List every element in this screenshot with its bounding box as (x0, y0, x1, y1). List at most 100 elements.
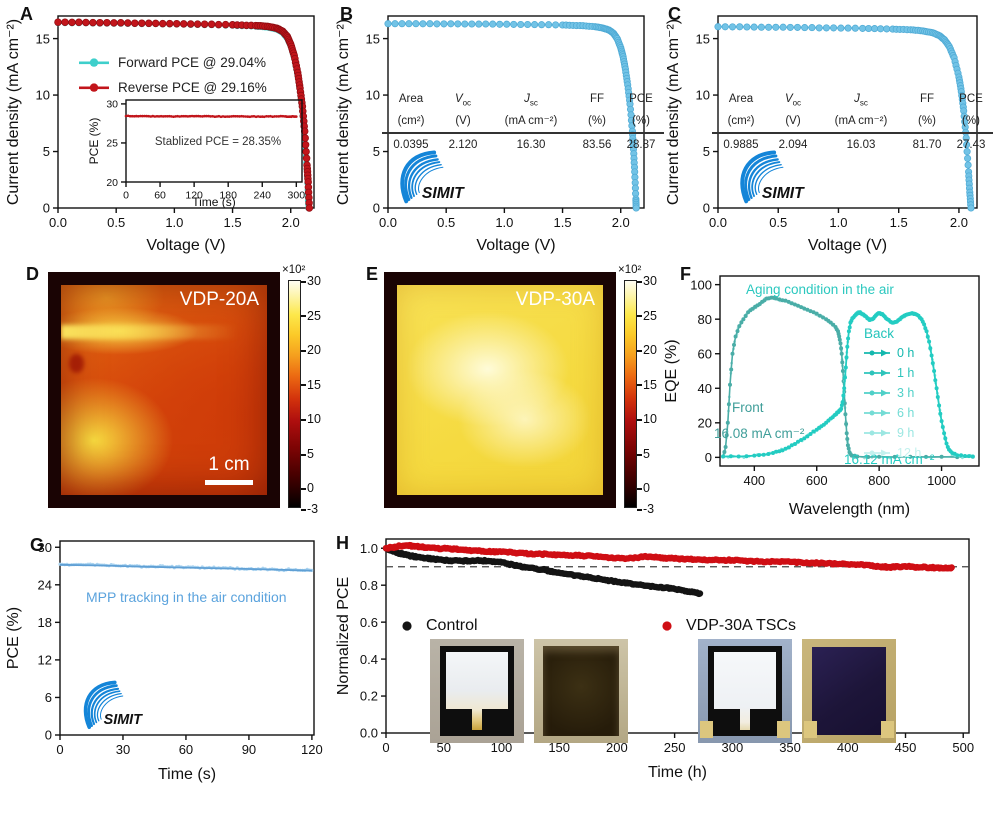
x-tick-label: 60 (154, 190, 166, 202)
jv-small-area-marker (399, 21, 405, 27)
y-tick-label: 20 (106, 177, 118, 189)
jv-large-area-marker (965, 162, 971, 168)
x-tick-label: 600 (806, 473, 828, 488)
eqe-back-marker (945, 442, 949, 446)
y-tick-label: 0 (705, 450, 712, 465)
aging-marker-icon (864, 428, 891, 438)
panel-f: F 400 600 800 1000 0 20 40 60 80 100 Wavelength (n… (658, 262, 993, 520)
y-tick-label: 15 (696, 31, 710, 46)
eqe-back-marker (940, 419, 944, 423)
x-tick-label: 1.0 (495, 215, 513, 230)
jv-large-area-marker (823, 25, 829, 31)
pl-image-vdp20a: VDP-20A 1 cm (48, 272, 280, 508)
eqe-back-marker (942, 431, 946, 435)
eqe-front-marker (840, 360, 844, 364)
eqe-front-marker (844, 422, 848, 426)
legend-label: 3 h (897, 386, 914, 400)
x-tick-label: 1.5 (890, 215, 908, 230)
y-tick-label: 6 (45, 690, 52, 705)
contact-tab (482, 709, 508, 730)
table-units-row: (cm²) (V) (mA cm⁻²) (%) (%) (382, 112, 664, 131)
colorbar-gradient (624, 280, 637, 508)
x-axis-label: Time (s) (158, 766, 216, 783)
legend-item: Reverse PCE @ 29.16% (78, 75, 267, 100)
cell-value: 81.70 (906, 136, 948, 155)
x-tick-label: 450 (895, 740, 917, 755)
col-header: FF (906, 90, 948, 112)
y-tick-label: 0.2 (360, 689, 378, 704)
front-jsc: 16.08 mA cm⁻² (714, 426, 804, 442)
jv-large-area-marker (871, 25, 877, 31)
svg-text:SIMIT: SIMIT (104, 712, 144, 728)
jv-small-area-marker (483, 21, 489, 27)
reverse-marker-icon (78, 81, 110, 94)
eqe-back-marker (959, 453, 963, 457)
scalebar-label: 1 cm (205, 454, 253, 476)
eqe-back-marker (935, 386, 939, 390)
jv-small-area-marker (420, 21, 426, 27)
jv-small-area-marker (448, 21, 454, 27)
corner-contact (777, 721, 790, 738)
reverse-jv-marker (111, 20, 118, 27)
panel-b: B 0.0 0.5 1.0 1.5 2.0 0 5 10 15 Voltage (V) Curren… (332, 0, 658, 258)
colorbar-tick-label: 20 (301, 343, 321, 357)
jv-large-area-marker (830, 25, 836, 31)
eqe-back-marker (936, 395, 940, 399)
y-tick-label: 30 (106, 99, 118, 111)
jv-large-area-marker (780, 24, 786, 30)
eqe-front-marker (736, 329, 740, 333)
colorbar-ticks-d: 30 25 20 15 10 5 0 -3 (301, 280, 331, 508)
reverse-jv-marker (180, 21, 187, 28)
reverse-jv-marker (215, 21, 222, 28)
back-aging-legend: Back 0 h1 h3 h6 h9 h 12 h (864, 326, 921, 463)
reverse-jv-marker (55, 19, 62, 26)
y-tick-label: 0.0 (360, 726, 378, 741)
table-units-row: (cm²) (V) (mA cm⁻²) (%) (%) (712, 112, 993, 131)
x-tick-label: 2.0 (950, 215, 968, 230)
jv-large-area-marker (794, 24, 800, 30)
svg-text:SIMIT: SIMIT (422, 185, 465, 202)
jv-large-area-marker (809, 24, 815, 30)
jv-small-area-marker (511, 21, 517, 27)
panel-f-label: F (680, 264, 691, 285)
vdp30a-stability-marker (949, 564, 955, 570)
stabilized-pce-marker (295, 115, 298, 118)
eqe-back-marker (963, 454, 967, 458)
panel-a: A 0.0 0.5 1.0 1.5 2.0 0 5 10 15 Voltage (V) Curren… (2, 0, 328, 258)
colorbar-tick-label: 15 (637, 378, 657, 392)
vdp-fresh-photo (698, 639, 792, 743)
x-tick-label: 400 (743, 473, 765, 488)
jv-small-area-marker (392, 21, 398, 27)
panel-b-label: B (340, 4, 353, 25)
contact-tab (714, 709, 740, 730)
jv-large-area-marker (765, 24, 771, 30)
legend-item: 12 h (864, 443, 921, 463)
legend-label: 9 h (897, 426, 914, 440)
eqe-back-marker (766, 452, 770, 456)
legend-label: Reverse PCE @ 29.16% (118, 80, 267, 95)
colorbar-d: ×10² 30 25 20 15 10 5 0 -3 (288, 280, 332, 508)
reverse-jv-marker (159, 20, 166, 27)
col-header: PCE (618, 90, 664, 112)
reverse-jv-marker (194, 21, 201, 28)
jv-small-area-marker (504, 21, 510, 27)
eqe-front-marker (731, 352, 735, 356)
reverse-jv-marker (69, 19, 76, 26)
x-axis-label: Voltage (V) (146, 237, 225, 254)
col-unit: (mA cm⁻²) (816, 112, 906, 131)
y-tick-label: 0.8 (360, 578, 378, 593)
corner-contact (881, 721, 894, 738)
jv-large-area-marker (865, 25, 871, 31)
y-tick-label: 18 (38, 615, 52, 630)
eqe-back-marker (846, 337, 850, 341)
y-tick-label: 10 (696, 88, 710, 103)
stabilized-pce-annotation: Stablized PCE = 28.35% (130, 136, 306, 148)
dark-streak (69, 354, 83, 373)
eqe-back-marker (925, 329, 929, 333)
eqe-front-marker (840, 352, 844, 356)
colorbar-tick-label: -3 (637, 502, 654, 516)
col-unit: (V) (770, 112, 816, 131)
y-axis-label: PCE (%) (88, 118, 101, 165)
eqe-back-marker (943, 436, 947, 440)
x-axis-label: Wavelength (nm) (789, 501, 910, 518)
